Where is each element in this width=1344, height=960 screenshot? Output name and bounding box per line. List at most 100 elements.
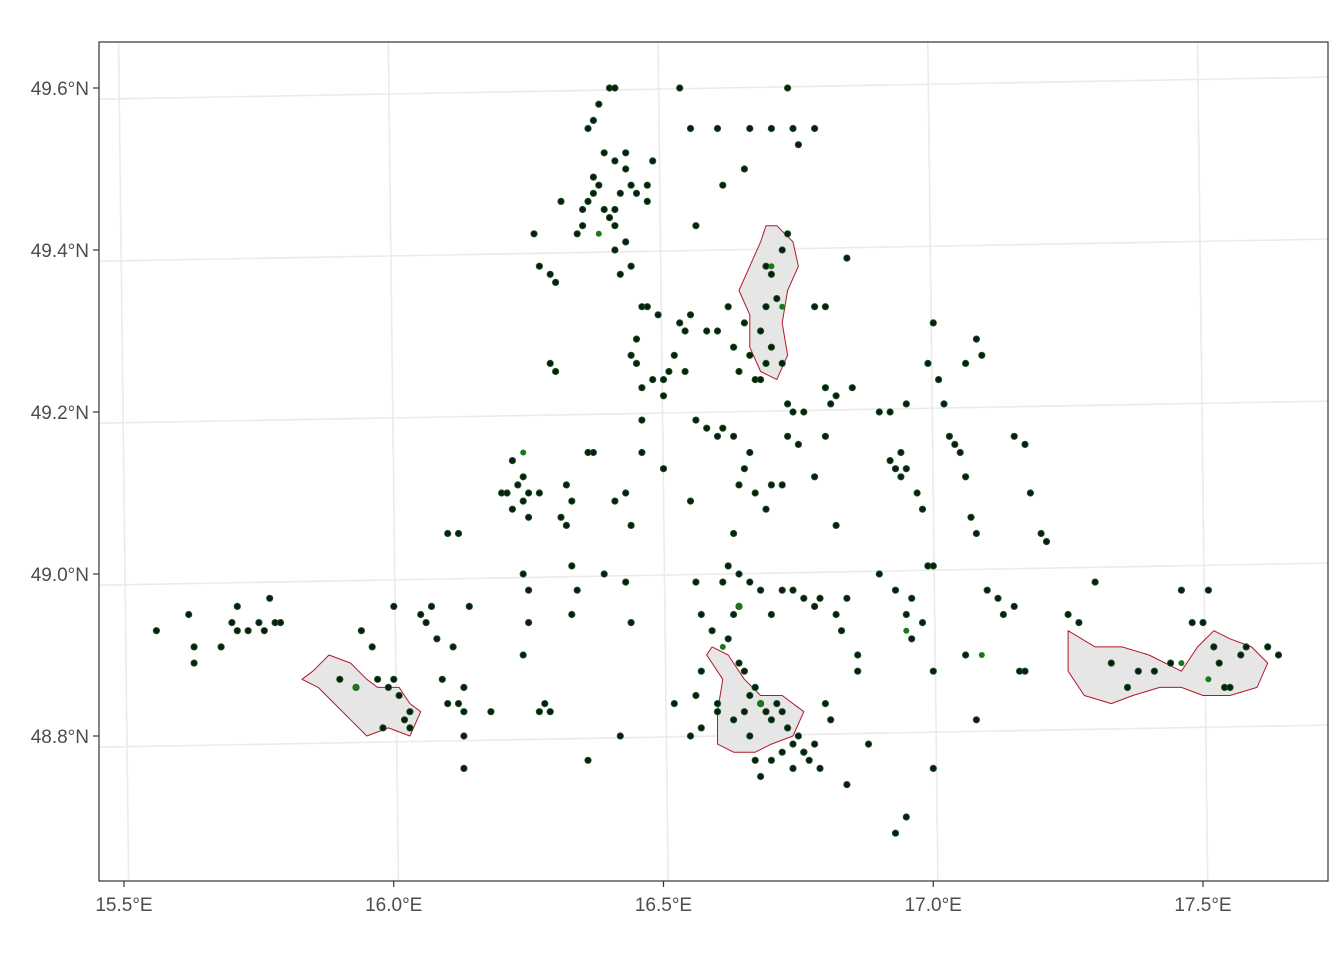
observation-point (740, 667, 749, 675)
observation-point (233, 627, 241, 635)
observation-point (643, 303, 651, 311)
observation-point (1210, 643, 1218, 651)
observation-point (789, 740, 797, 748)
observation-point (891, 465, 900, 473)
observation-point (622, 578, 630, 586)
observation-point (999, 610, 1008, 619)
observation-point (729, 529, 738, 538)
observation-point (535, 708, 544, 716)
observation-point (713, 124, 722, 133)
observation-point (384, 683, 392, 692)
observation-point (918, 618, 927, 627)
observation-point (778, 359, 786, 367)
observation-point (1215, 659, 1223, 667)
observation-point (891, 586, 900, 594)
observation-point (244, 627, 252, 635)
observation-point (406, 724, 414, 732)
observation-point (373, 675, 382, 683)
observation-point (643, 181, 651, 189)
observation-point (670, 351, 678, 359)
observation-point (794, 732, 803, 740)
observation-point (460, 732, 468, 740)
observation-point (622, 149, 630, 157)
y-tick-label: 49.0°N (31, 565, 89, 586)
observation-point (616, 189, 624, 197)
observation-point (924, 359, 932, 367)
observation-point (697, 667, 705, 675)
observation-point (735, 367, 743, 376)
observation-point (1021, 667, 1029, 675)
observation-point (676, 319, 684, 327)
observation-point (746, 448, 754, 457)
observation-point (956, 448, 964, 457)
observation-point (417, 610, 425, 619)
observation-point (783, 400, 792, 408)
area-west (301, 654, 422, 737)
observation-point (190, 659, 198, 667)
observation-point (972, 529, 981, 538)
observation-point (665, 367, 673, 376)
observation-point-green (757, 700, 764, 707)
observation-point (260, 627, 268, 635)
observation-point (703, 327, 711, 335)
observation-point (773, 699, 781, 708)
observation-point (816, 764, 824, 773)
observation-point (643, 197, 651, 205)
observation-point (854, 667, 862, 675)
observation-point (649, 375, 657, 384)
observation-point (902, 813, 910, 821)
protected-areas (301, 225, 1269, 753)
observation-point (703, 424, 711, 432)
observation-point (843, 254, 851, 262)
observation-point (816, 594, 824, 602)
observation-point (611, 246, 619, 254)
observation-point (832, 521, 840, 530)
observation-point (789, 764, 797, 773)
observation-point (794, 141, 803, 149)
observation-point (746, 691, 754, 700)
observation-point (719, 181, 727, 189)
observation-point (1010, 432, 1018, 440)
observation-point (535, 489, 544, 497)
observation-point (578, 222, 587, 230)
observation-point (978, 351, 986, 359)
observation-point (217, 643, 225, 651)
observation-point (368, 643, 376, 651)
observation-point (778, 748, 786, 756)
observation-point (611, 157, 619, 165)
observation-point (961, 359, 970, 367)
observation-point (929, 562, 937, 570)
observation-point (746, 578, 754, 586)
observation-point (762, 262, 770, 270)
observation-point (460, 708, 468, 716)
observation-point (713, 432, 722, 440)
observation-point (1010, 602, 1018, 611)
observation-point (508, 505, 517, 513)
observation-point (460, 764, 468, 773)
observation-point (1134, 667, 1142, 675)
observation-point (622, 238, 630, 246)
observation-point (810, 740, 819, 748)
observation-point (951, 440, 959, 448)
observation-point (751, 756, 759, 764)
observation-point (336, 675, 344, 683)
observation-point (627, 351, 635, 359)
observation-point (659, 375, 668, 384)
observation-point (767, 610, 776, 619)
observation-point (1075, 618, 1083, 627)
observation-point (1123, 683, 1132, 692)
observation-point (735, 481, 743, 489)
observation-point-green (1178, 660, 1185, 667)
observation-point (740, 165, 749, 173)
observation-point (805, 756, 813, 764)
observation-point-green (768, 263, 775, 270)
observation-point-green (520, 449, 527, 456)
observation-point (659, 465, 668, 473)
observation-point (686, 732, 695, 740)
observation-point (573, 230, 581, 238)
x-tick-label: 17.0°E (905, 895, 962, 916)
observation-point (713, 708, 722, 716)
observation-point (422, 618, 430, 627)
area-east (1067, 630, 1269, 705)
observation-point (692, 416, 700, 424)
